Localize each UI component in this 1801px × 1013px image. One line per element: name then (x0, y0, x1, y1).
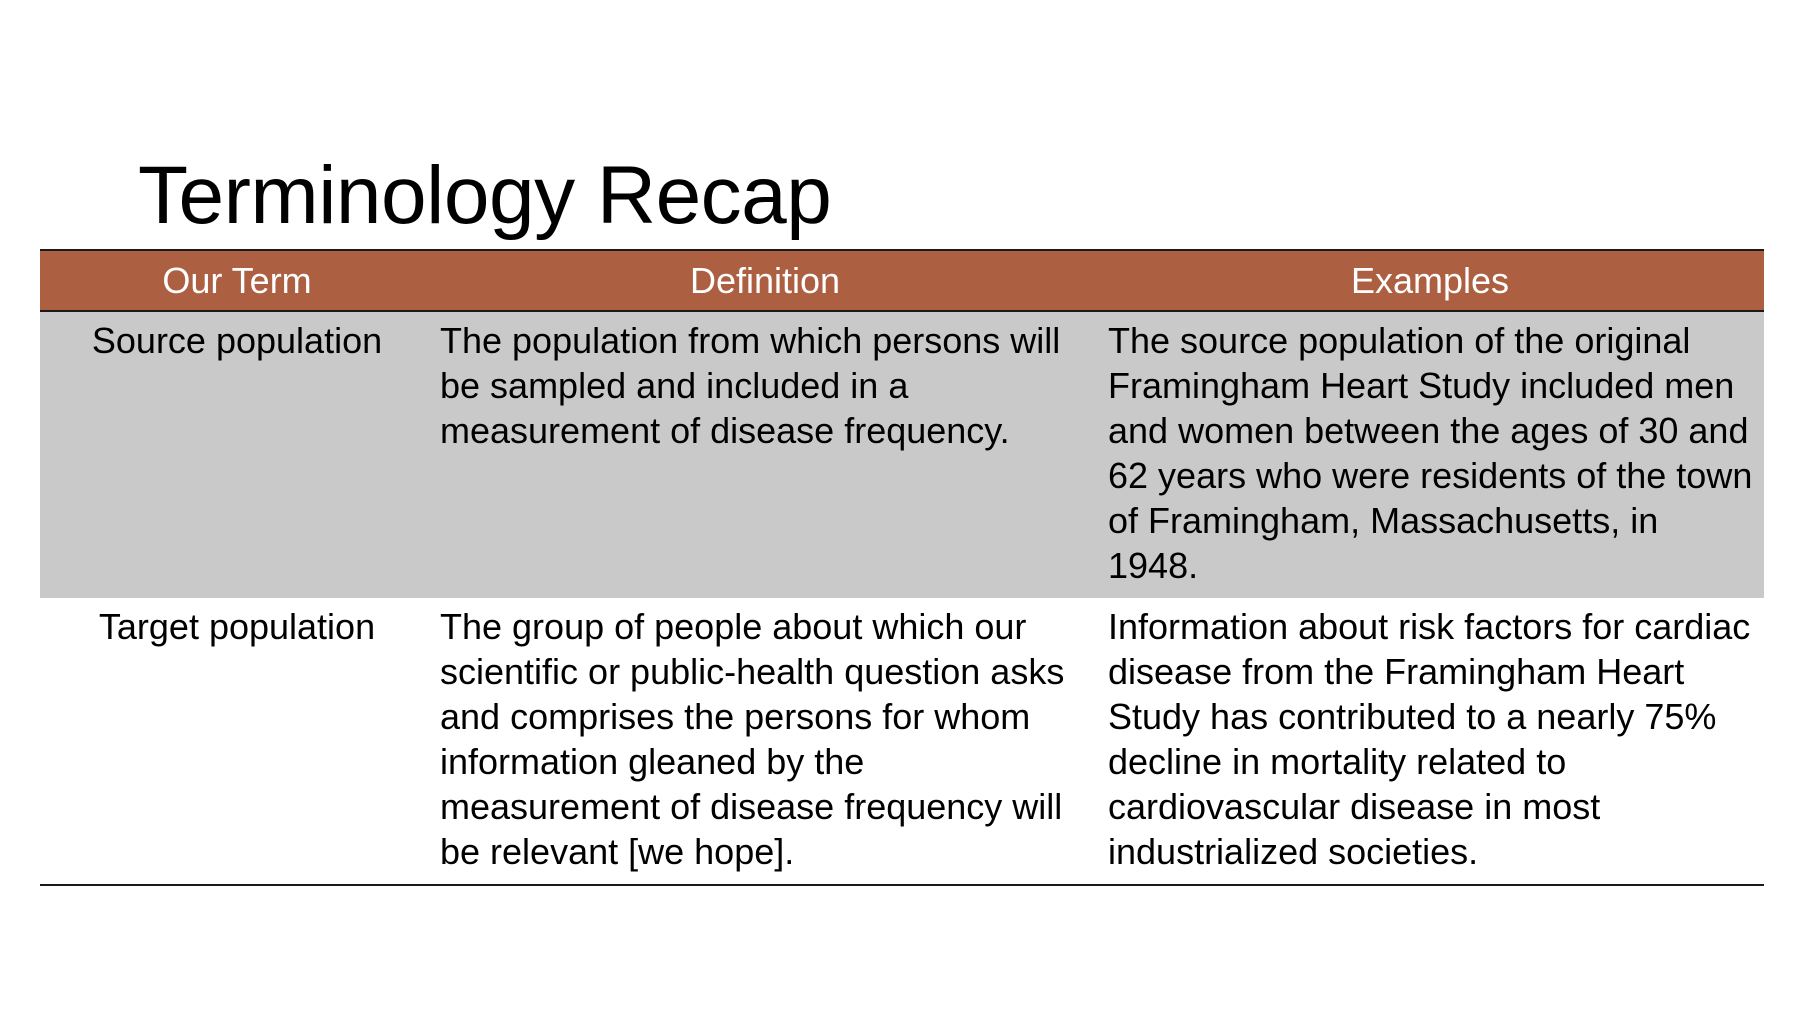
header-our-term: Our Term (40, 249, 434, 312)
example-cell: Information about risk factors for cardi… (1096, 598, 1764, 886)
example-cell: The source population of the original Fr… (1108, 320, 1753, 586)
table-row-source-population: Source population The population from wh… (40, 311, 1764, 598)
term-cell: Target population (40, 598, 434, 886)
definition-cell: The population from which persons will b… (440, 320, 1061, 451)
definition-cell: The group of people about which our scie… (434, 598, 1096, 886)
terminology-table: Our Term Definition Examples Source popu… (40, 249, 1764, 886)
header-examples: Examples (1096, 249, 1764, 312)
header-definition: Definition (434, 249, 1096, 312)
table-header-row: Our Term Definition Examples (40, 249, 1764, 312)
term-cell: Source population (91, 320, 383, 361)
table-row-target-population: Target population The group of people ab… (40, 598, 1764, 886)
slide-title: Terminology Recap (138, 149, 832, 241)
